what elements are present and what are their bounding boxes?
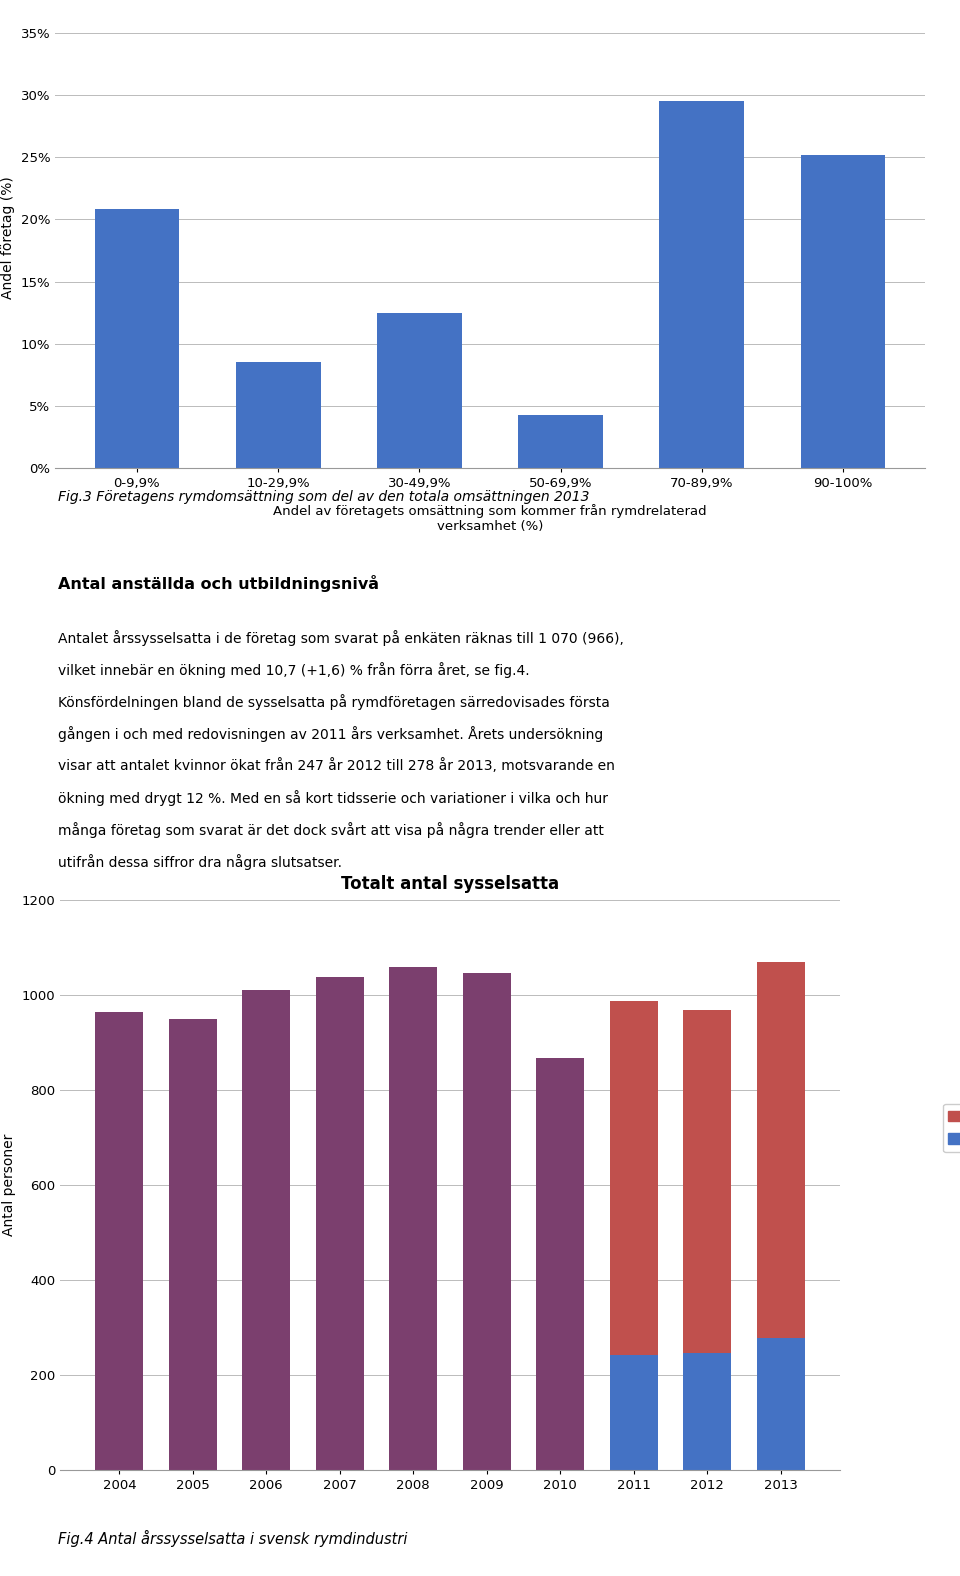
Legend: Män, Kvinnor: Män, Kvinnor (943, 1103, 960, 1152)
Bar (610, 1355, 658, 1470)
Bar (610, 1001, 658, 1355)
Text: gången i och med redovisningen av 2011 års verksamhet. Årets undersökning: gången i och med redovisningen av 2011 å… (58, 727, 603, 742)
Text: visar att antalet kvinnor ökat från 247 år 2012 till 278 år 2013, motsvarande en: visar att antalet kvinnor ökat från 247 … (58, 758, 614, 772)
Text: Antal anställda och utbildningsnivå: Antal anställda och utbildningsnivå (58, 575, 378, 593)
Text: många företag som svarat är det dock svårt att visa på några trender eller att: många företag som svarat är det dock svå… (58, 823, 604, 838)
Bar (243, 990, 290, 1470)
Bar (236, 362, 321, 468)
X-axis label: Andel av företagets omsättning som kommer från rymdrelaterad
verksamhet (%): Andel av företagets omsättning som komme… (274, 504, 707, 533)
Bar (801, 154, 885, 468)
Bar (537, 1057, 584, 1470)
Bar (95, 1012, 143, 1470)
Bar (169, 1018, 217, 1470)
Bar (684, 1010, 732, 1352)
Title: Totalt antal sysselsatta: Totalt antal sysselsatta (341, 875, 559, 894)
Text: Könsfördelningen bland de sysselsatta på rymdföretagen särredovisades första: Könsfördelningen bland de sysselsatta på… (58, 693, 610, 709)
Text: Fig.4 Antal årssysselsatta i svensk rymdindustri: Fig.4 Antal årssysselsatta i svensk rymd… (58, 1530, 407, 1548)
Bar (756, 1338, 804, 1470)
Bar (518, 414, 603, 468)
Text: vilket innebär en ökning med 10,7 (+1,6) % från förra året, se fig.4.: vilket innebär en ökning med 10,7 (+1,6)… (58, 662, 529, 678)
Bar (684, 1352, 732, 1470)
Bar (463, 972, 511, 1470)
Bar (94, 210, 180, 468)
Bar (316, 977, 364, 1470)
Y-axis label: Andel företag (%): Andel företag (%) (1, 177, 15, 299)
Bar (660, 101, 744, 468)
Bar (390, 968, 437, 1470)
Y-axis label: Antal personer: Antal personer (2, 1133, 15, 1236)
Bar (377, 312, 462, 468)
Text: Fig.3 Företagens rymdomsättning som del av den totala omsättningen 2013: Fig.3 Företagens rymdomsättning som del … (58, 490, 589, 504)
Bar (756, 961, 804, 1338)
Text: ökning med drygt 12 %. Med en så kort tidsserie och variationer i vilka och hur: ökning med drygt 12 %. Med en så kort ti… (58, 790, 608, 805)
Text: utifrån dessa siffror dra några slutsatser.: utifrån dessa siffror dra några slutsats… (58, 854, 342, 870)
Text: Antalet årssysselsatta i de företag som svarat på enkäten räknas till 1 070 (966: Antalet årssysselsatta i de företag som … (58, 630, 623, 646)
